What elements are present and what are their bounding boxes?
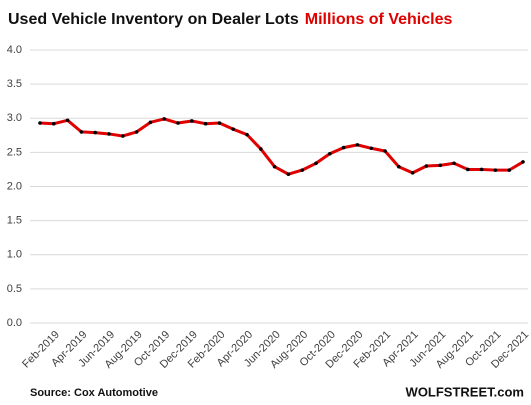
marker (424, 164, 429, 168)
marker (176, 121, 180, 125)
y-tick-label: 3.5 (7, 78, 22, 90)
marker (203, 121, 208, 126)
marker (452, 161, 456, 166)
marker (521, 160, 525, 164)
marker (79, 130, 84, 134)
title: Used Vehicle Inventory on Dealer Lots (8, 11, 299, 28)
marker (286, 172, 291, 177)
marker (93, 130, 97, 135)
y-tick-label: 2.5 (7, 146, 22, 158)
marker (507, 168, 512, 172)
y-tick-label: 0.0 (7, 317, 22, 329)
marker (259, 147, 263, 151)
marker (466, 167, 470, 172)
marker (438, 163, 443, 168)
marker (410, 171, 415, 175)
marker (162, 117, 166, 121)
marker (52, 121, 56, 126)
y-tick-label: 2.0 (7, 180, 22, 192)
marker (190, 119, 194, 123)
marker (38, 121, 42, 125)
marker (355, 143, 360, 147)
marker (65, 118, 70, 123)
marker (121, 134, 125, 138)
y-tick-label: 1.5 (7, 215, 22, 227)
marker (107, 132, 111, 136)
marker (314, 161, 318, 166)
marker (479, 167, 484, 172)
marker (134, 130, 139, 134)
y-tick-label: 0.5 (7, 283, 22, 295)
marker (148, 120, 153, 125)
marker (397, 164, 401, 169)
marker (231, 127, 235, 131)
marker (217, 121, 222, 125)
marker (383, 149, 387, 153)
source: Source: Cox Automotive (30, 387, 158, 399)
chart-title: Used Vehicle Inventory on Dealer Lots Mil… (8, 11, 452, 28)
marker (328, 151, 332, 156)
y-tick-label: 4.0 (7, 44, 22, 56)
marker (300, 168, 305, 172)
marker (245, 132, 249, 137)
marker (369, 146, 374, 151)
marker (341, 145, 346, 150)
credit: WOLFSTREET.com (406, 384, 524, 399)
marker (493, 168, 498, 172)
y-tick-label: 1.0 (7, 249, 22, 261)
subtitle: Millions of Vehicles (305, 11, 453, 28)
marker (272, 164, 277, 169)
y-tick-label: 3.0 (7, 112, 22, 124)
line (39, 117, 524, 176)
